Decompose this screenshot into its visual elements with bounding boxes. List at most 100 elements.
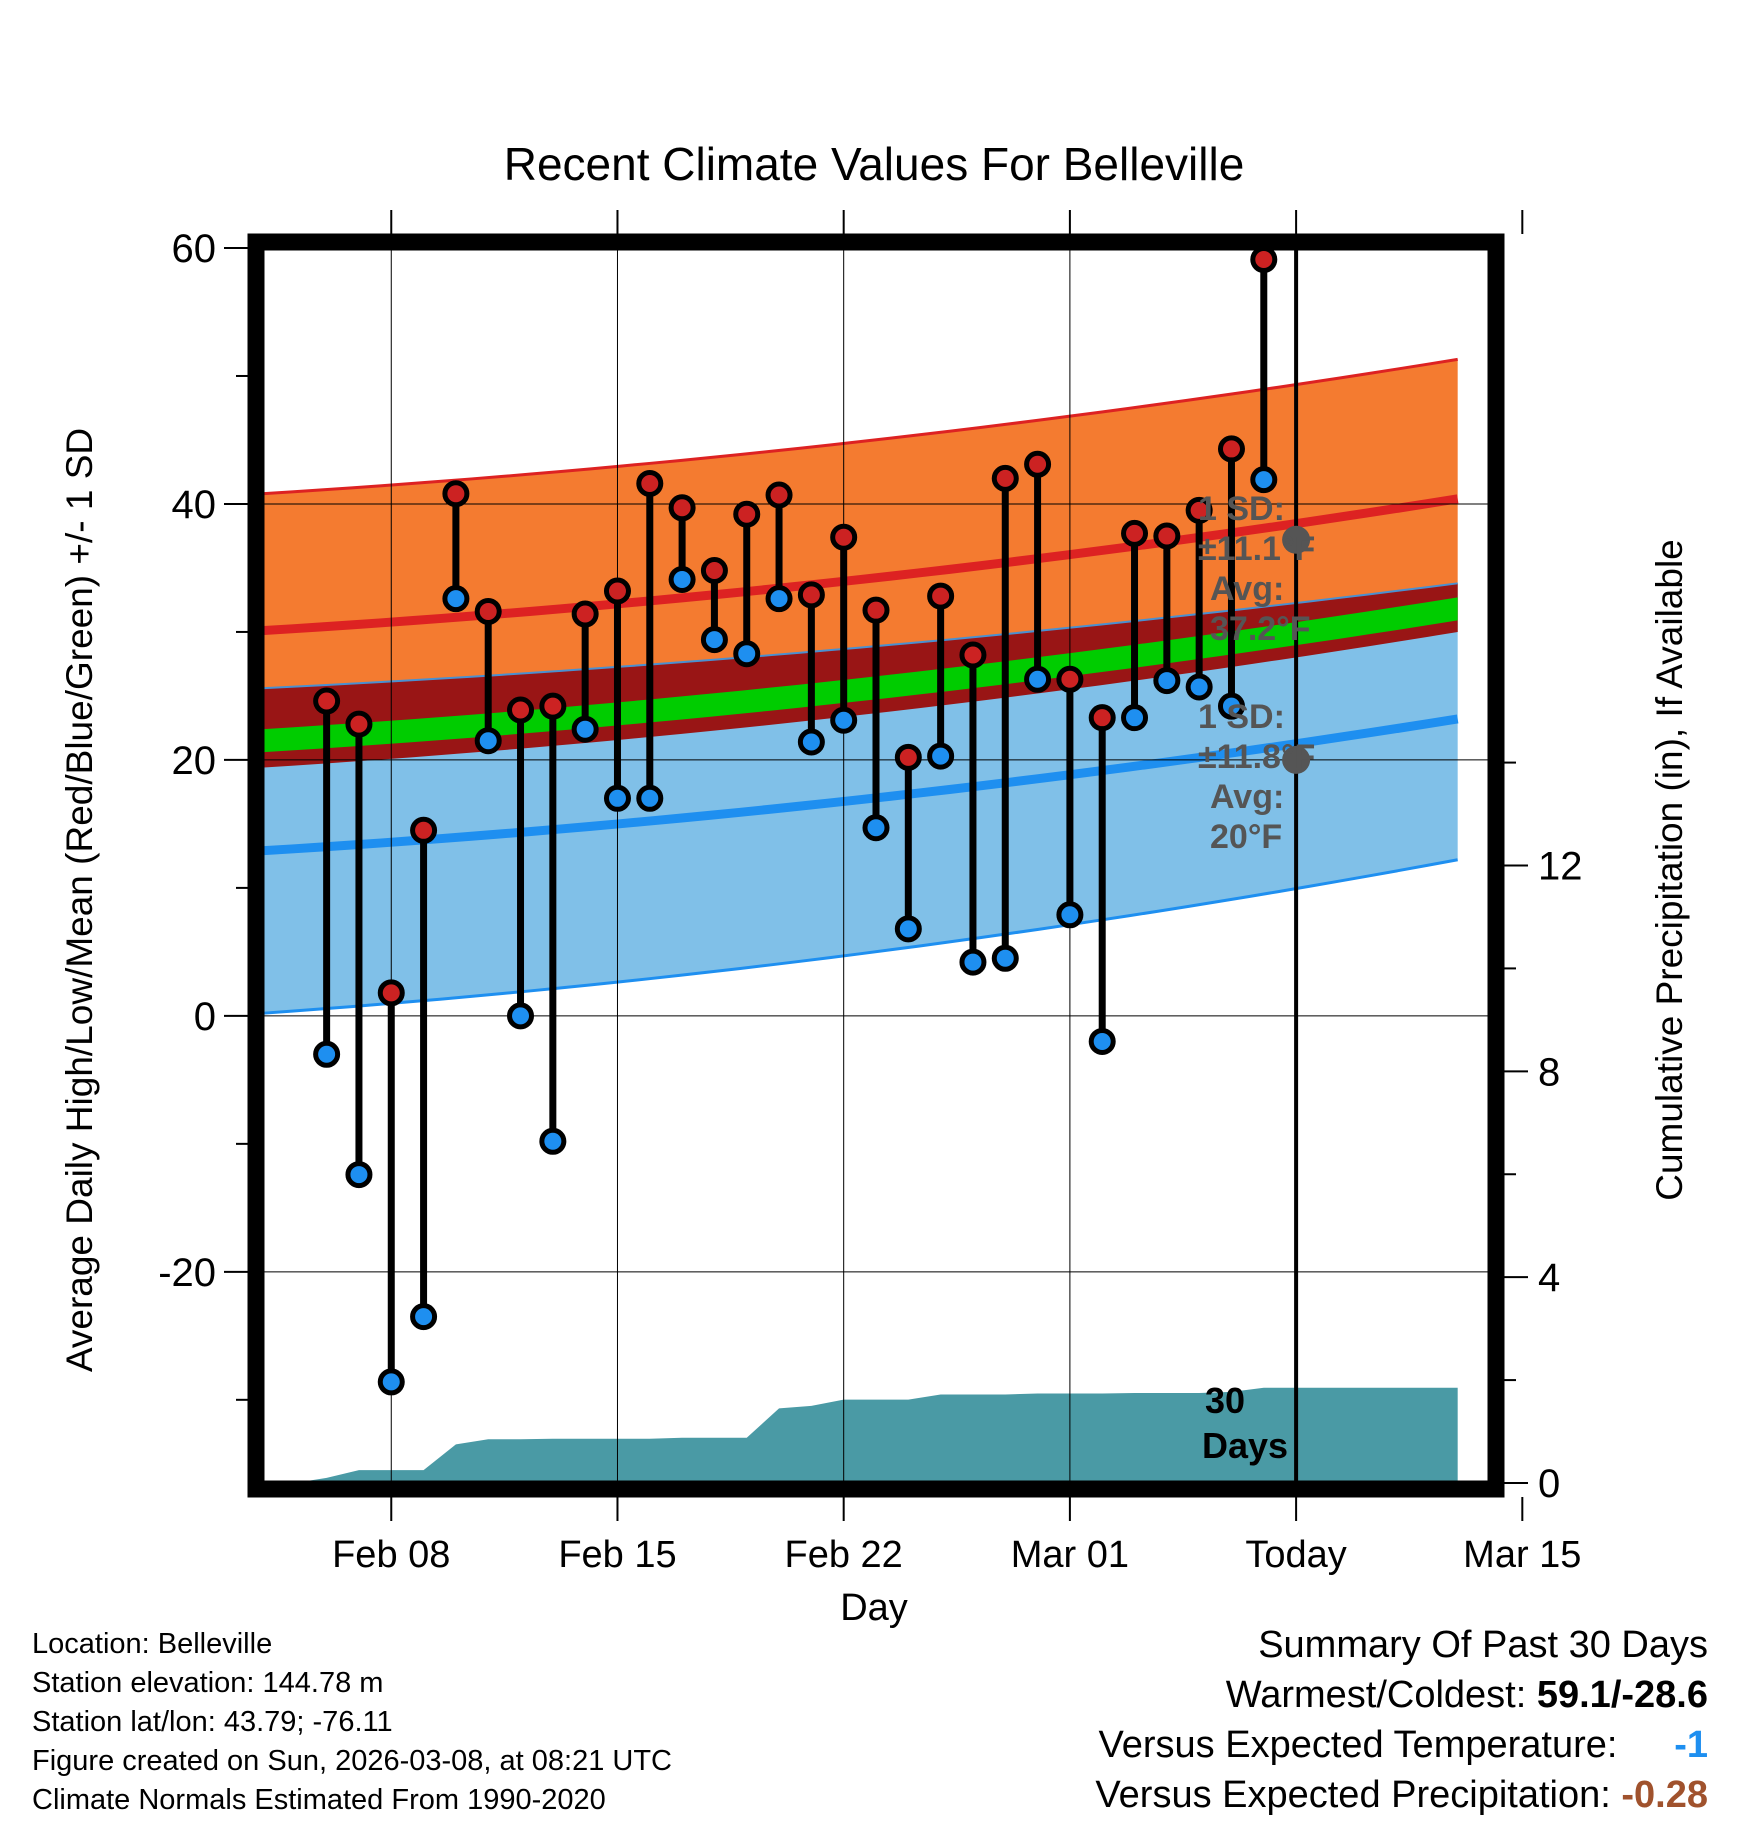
low-point [1024,665,1052,693]
low-point [571,715,599,743]
low-point [862,814,890,842]
daily-points [313,246,1278,1396]
low-point [345,1161,373,1189]
low-point [991,944,1019,972]
high-point [700,557,728,585]
y2-tick-label: 12 [1538,845,1583,889]
annotation-line: ±11.1°F [1198,530,1315,568]
y-tick-label: 40 [172,483,217,527]
normals-text: Climate Normals Estimated From 1990-2020 [32,1784,606,1816]
annotation-line: ±11.8°F [1198,738,1315,776]
temp-value: -1 [1674,1724,1708,1766]
summary-precipitation: Versus Expected Precipitation: -0.28 [1095,1770,1708,1820]
low-point [927,742,955,770]
low-minus-sd-line [261,858,1458,1015]
warm-cold-value: 59.1/-28.6 [1536,1674,1708,1716]
x-axis-label: Day [840,1587,908,1629]
low-point [1121,704,1149,732]
annotation-line: Avg: [1210,778,1284,816]
high-point [959,641,987,669]
low-point [894,915,922,943]
low-point [636,784,664,812]
y-tick-label: 60 [172,227,217,271]
high-point [1217,435,1245,463]
precipitation-area [294,1387,1458,1483]
low-point [539,1127,567,1155]
latlon-text: Station lat/lon: 43.79; -76.11 [32,1706,393,1738]
low-point [1250,466,1278,494]
low-point [765,585,793,613]
summary-panel: Summary Of Past 30 Days Warmest/Coldest:… [1095,1620,1708,1820]
x-tick-label: Feb 15 [558,1534,676,1576]
y-tick-label: 0 [194,995,216,1039]
low-point [313,1040,341,1068]
low-point [507,1002,535,1030]
y-axis-label: Average Daily High/Low/Mean (Red/Blue/Gr… [59,428,100,1372]
warm-cold-label: Warmest/Coldest: [1225,1674,1527,1716]
low-point [830,706,858,734]
low-point [1056,901,1084,929]
high-point [1024,450,1052,478]
location-text: Location: Belleville [32,1628,273,1660]
today-label-days: Days [1202,1425,1288,1466]
high-point [345,710,373,738]
high-point [1153,522,1181,550]
low-point [410,1303,438,1331]
summary-warm-cold: Warmest/Coldest: 59.1/-28.6 [1095,1670,1708,1720]
y2-tick-label: 4 [1538,1256,1560,1300]
low-mean-line [261,714,1459,856]
low-point [700,626,728,654]
low-point [797,728,825,756]
high-point [603,577,631,605]
high-point [442,480,470,508]
high-mean-line [261,494,1459,636]
precip-value: -0.28 [1621,1774,1708,1816]
annotation-line: 20°F [1210,818,1282,856]
chart-title: Recent Climate Values For Belleville [504,138,1245,190]
low-plus-sd-line [261,582,1458,690]
y2-tick-label: 0 [1538,1462,1560,1506]
low-avg-marker [1282,745,1311,774]
x-tick-label: Feb 08 [332,1534,450,1576]
low-point [668,565,696,593]
high-avg-marker [1282,525,1311,554]
x-tick-label: Mar 01 [1011,1534,1129,1576]
annotation-line: 1 SD: [1198,490,1285,528]
high-point [539,692,567,720]
high-point [830,523,858,551]
low-point [1088,1027,1116,1055]
high-point [894,743,922,771]
summary-temperature: Versus Expected Temperature: -1 [1095,1720,1708,1770]
high-point [377,979,405,1007]
high-point [313,687,341,715]
today-label-count: 30 [1205,1380,1245,1421]
high-point [927,582,955,610]
precip-fill [294,1387,1458,1483]
low-point [733,640,761,668]
low-point [1185,673,1213,701]
high-point [733,500,761,528]
high-point [797,581,825,609]
high-point [474,597,502,625]
x-tick-label: Mar 15 [1463,1534,1581,1576]
y2-tick-label: 8 [1538,1050,1560,1094]
high-point [571,600,599,628]
precip-label: Versus Expected Precipitation: [1095,1774,1611,1816]
high-point [991,464,1019,492]
temp-label: Versus Expected Temperature: [1098,1724,1618,1766]
high-point [668,494,696,522]
low-point [377,1368,405,1396]
annotation-line: 37.2°F [1210,610,1311,648]
high-plus-sd-line [261,357,1458,496]
high-point [636,469,664,497]
low-point [603,784,631,812]
plot-frame [247,233,1505,1498]
high-point [1088,704,1116,732]
daily-stems [323,259,1268,1382]
annotation-line: 1 SD: [1198,698,1285,736]
